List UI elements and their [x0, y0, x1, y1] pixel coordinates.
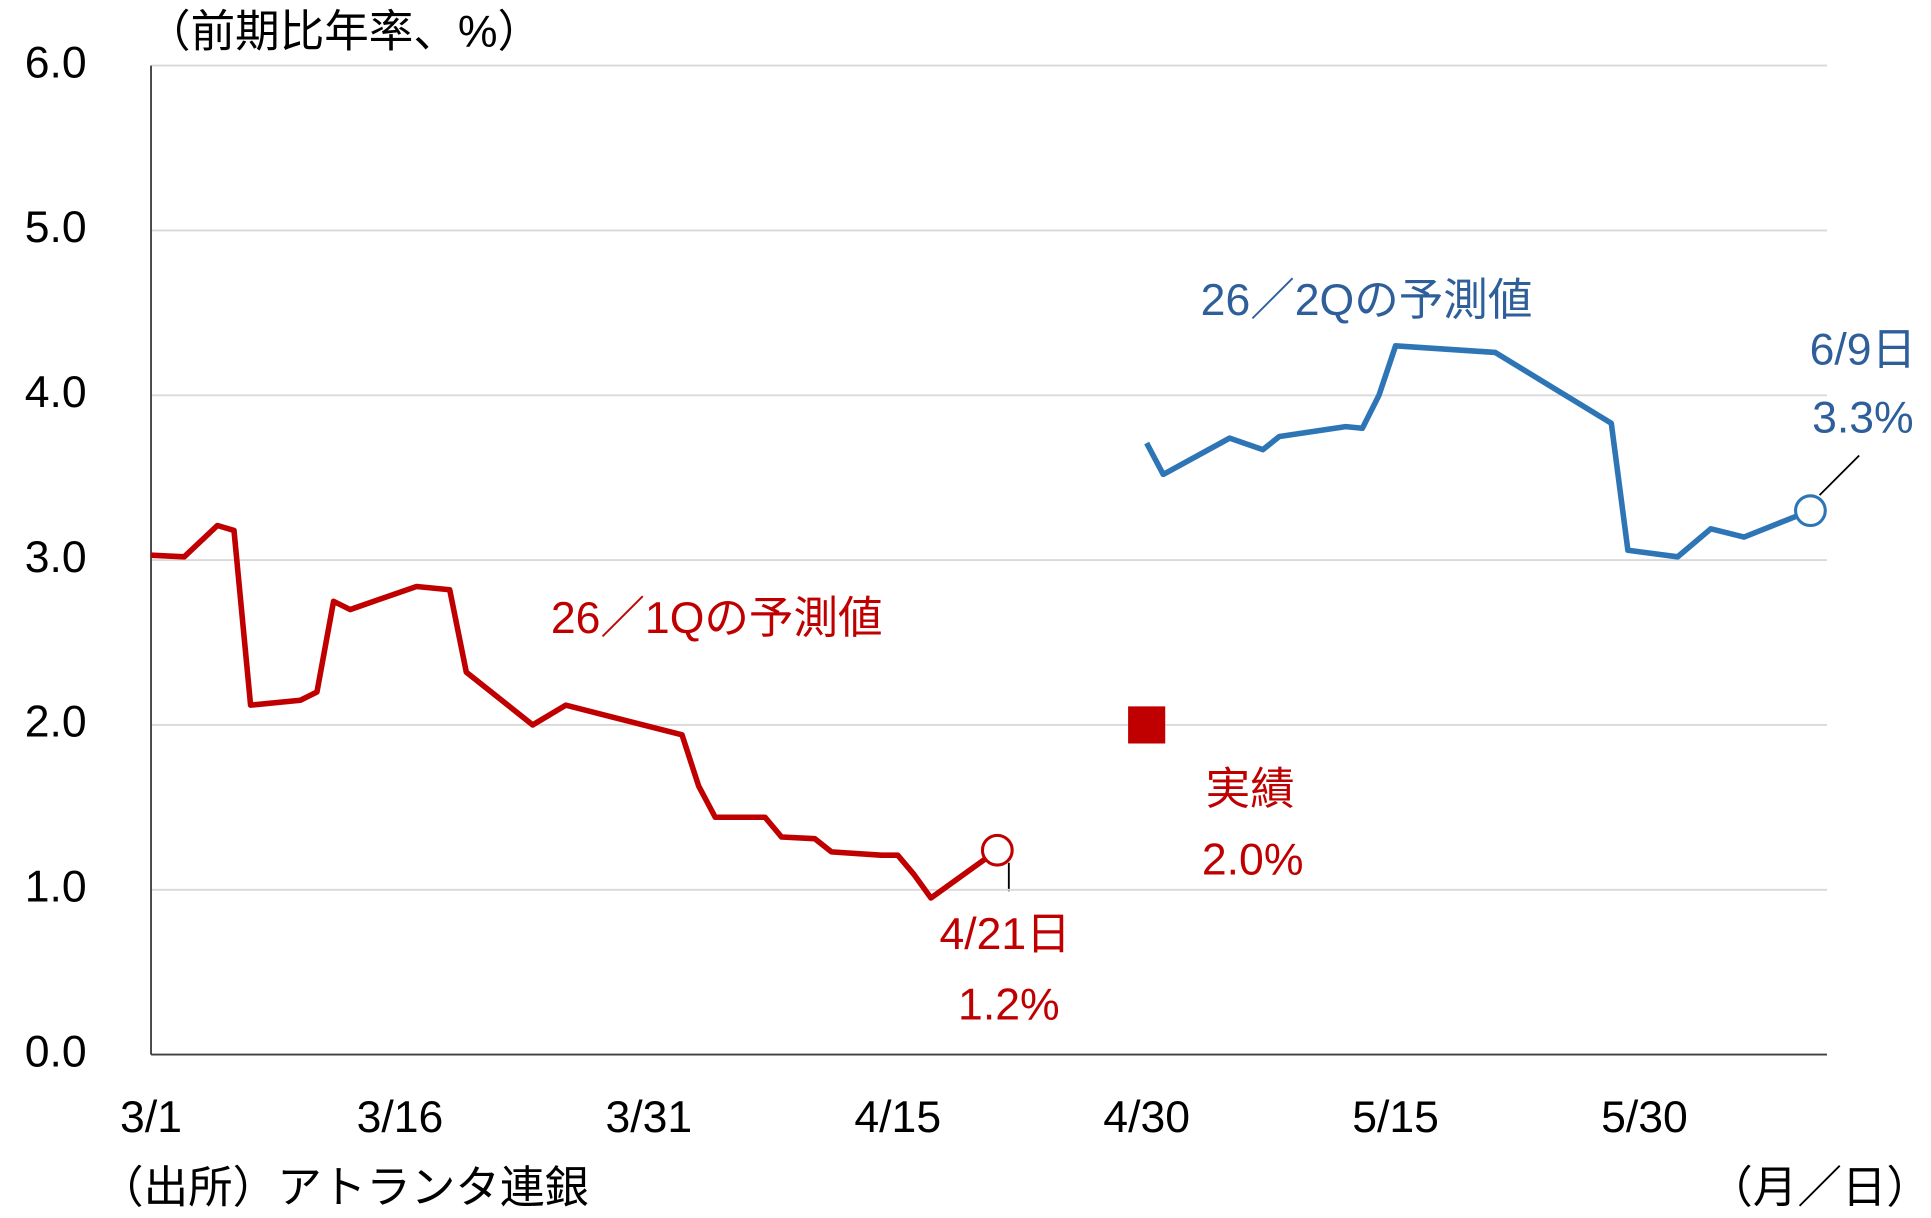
series-label: 26／2Qの予測値: [1201, 276, 1533, 325]
x-tick-label: 4/15: [854, 1093, 941, 1142]
series-line: [150, 522, 999, 901]
callout-line: [1818, 454, 1860, 496]
x-tick-label: 3/31: [605, 1093, 692, 1142]
x-tick-label: 3/1: [120, 1093, 182, 1142]
series-label: 26／1Qの予測値: [551, 594, 883, 643]
x-axis-label: （月／日）: [1708, 1164, 1931, 1213]
x-tick-label: 3/16: [357, 1093, 444, 1142]
y-tick-label: 5.0: [25, 203, 87, 252]
y-tick-label: 0.0: [25, 1027, 87, 1076]
end-date-label: 4/21日: [939, 910, 1070, 959]
y-tick-label: 3.0: [25, 533, 87, 582]
end-marker: [1794, 494, 1827, 528]
actual-label: 実績: [1206, 765, 1295, 814]
actual-value-label: 2.0%: [1202, 836, 1304, 885]
source: （出所）アトランタ連銀: [99, 1164, 589, 1213]
end-marker: [980, 833, 1014, 867]
end-date-label: 6/9日: [1810, 326, 1916, 375]
end-value-label: 1.2%: [958, 980, 1060, 1029]
series-line: [1144, 343, 1812, 560]
x-tick-label: 5/30: [1601, 1093, 1688, 1142]
x-tick-label: 5/15: [1352, 1093, 1439, 1142]
end-value-label: 3.3%: [1812, 394, 1914, 443]
y-axis-label: （前期比年率、%）: [146, 7, 542, 56]
y-tick-label: 1.0: [25, 863, 87, 912]
y-tick-label: 4.0: [25, 368, 87, 417]
y-tick-label: 6.0: [25, 38, 87, 87]
x-tick-label: 4/30: [1103, 1093, 1190, 1142]
actual-marker: [1128, 706, 1166, 744]
y-tick-label: 2.0: [25, 698, 87, 747]
